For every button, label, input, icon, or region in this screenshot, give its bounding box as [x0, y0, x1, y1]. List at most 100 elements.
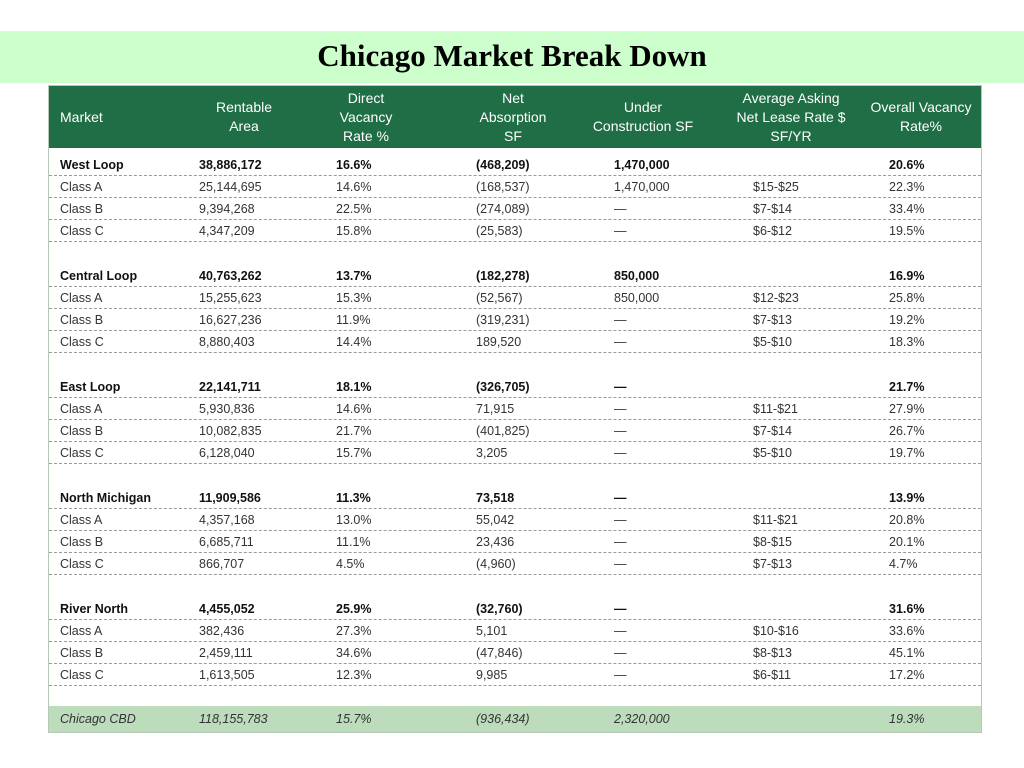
- header-net-absorption: Net Absorption SF: [479, 89, 547, 144]
- cell-direct-vacancy: 11.3%: [336, 491, 371, 505]
- table-header: Market Rentable Area Direct Vacancy Rate…: [49, 86, 981, 148]
- cell-overall-vacancy: 19.2%: [889, 313, 925, 327]
- cell-net-absorption: 5,101: [476, 624, 508, 638]
- cell-direct-vacancy: 14.6%: [336, 180, 372, 194]
- cell-rentable-area: 4,455,052: [199, 602, 255, 616]
- cell-under-construction: 1,470,000: [614, 158, 670, 172]
- cell-rentable-area: 2,459,111: [199, 646, 253, 660]
- cell-under-construction: 850,000: [614, 269, 660, 283]
- cell-asking-rate: $8-$13: [753, 646, 792, 660]
- cell-market: Class A: [60, 180, 103, 194]
- cell-overall-vacancy: 19.7%: [889, 446, 925, 460]
- cell-rentable-area: 382,436: [199, 624, 245, 638]
- cell-market: North Michigan: [60, 491, 151, 505]
- cell-rentable-area: 22,141,711: [199, 380, 261, 394]
- table-row: Class C 6,128,040 15.7% 3,205 — $5-$10 19.7%: [49, 442, 981, 464]
- cell-under-construction: —: [614, 313, 627, 327]
- cell-rentable-area: 11,909,586: [199, 491, 261, 505]
- cell-net-absorption: 9,985: [476, 668, 508, 682]
- cell-overall-vacancy: 22.3%: [889, 180, 925, 194]
- cell-overall-vacancy: 17.2%: [889, 668, 925, 682]
- cell-market: Central Loop: [60, 269, 138, 283]
- cell-direct-vacancy: 15.7%: [336, 712, 372, 726]
- cell-rentable-area: 15,255,623: [199, 291, 262, 305]
- cell-rentable-area: 4,357,168: [199, 513, 255, 527]
- table-row: Class A 4,357,168 13.0% 55,042 — $11-$21 20.8%: [49, 509, 981, 531]
- cell-direct-vacancy: 18.1%: [336, 380, 372, 394]
- cell-overall-vacancy: 31.6%: [889, 602, 925, 616]
- cell-asking-rate: $12-$23: [753, 291, 799, 305]
- table-row: Class B 10,082,835 21.7% (401,825) — $7-$14 26…: [49, 420, 981, 442]
- cell-overall-vacancy: 16.9%: [889, 269, 925, 283]
- cell-asking-rate: $6-$11: [753, 668, 791, 682]
- cell-overall-vacancy: 26.7%: [889, 424, 925, 438]
- cell-asking-rate: $7-$14: [753, 202, 792, 216]
- cell-asking-rate: $5-$10: [753, 335, 792, 349]
- cell-under-construction: —: [614, 513, 627, 527]
- cell-market: Class C: [60, 224, 104, 238]
- cell-under-construction: —: [614, 380, 627, 394]
- cell-under-construction: —: [614, 668, 627, 682]
- cell-overall-vacancy: 27.9%: [889, 402, 925, 416]
- cell-direct-vacancy: 34.6%: [336, 646, 372, 660]
- table-row-summary: East Loop 22,141,711 18.1% (326,705) — 21.7%: [49, 376, 981, 398]
- table-row-summary: West Loop 38,886,172 16.6% (468,209) 1,470,0…: [49, 154, 981, 176]
- cell-net-absorption: 3,205: [476, 446, 508, 460]
- cell-net-absorption: (4,960): [476, 557, 516, 571]
- cell-direct-vacancy: 15.7%: [336, 446, 372, 460]
- cell-rentable-area: 118,155,783: [199, 712, 268, 726]
- header-asking-rate: Average Asking Net Lease Rate $ SF/YR: [736, 89, 846, 144]
- cell-market: Class C: [60, 668, 104, 682]
- cell-direct-vacancy: 15.3%: [336, 291, 372, 305]
- table-row: Class B 9,394,268 22.5% (274,089) — $7-$14 33.…: [49, 198, 981, 220]
- table-row: Class C 8,880,403 14.4% 189,520 — $5-$10 18.3%: [49, 331, 981, 353]
- cell-direct-vacancy: 4.5%: [336, 557, 365, 571]
- cell-market: River North: [60, 602, 129, 616]
- cell-overall-vacancy: 4.7%: [889, 557, 918, 571]
- cell-under-construction: —: [614, 202, 627, 216]
- cell-net-absorption: (182,278): [476, 269, 530, 283]
- cell-market: East Loop: [60, 380, 121, 394]
- cell-market: Class C: [60, 335, 104, 349]
- cell-under-construction: —: [614, 602, 627, 616]
- table-row: Class C 4,347,209 15.8% (25,583) — $6-$12 19.5…: [49, 220, 981, 242]
- cell-net-absorption: (32,760): [476, 602, 523, 616]
- cell-under-construction: —: [614, 535, 627, 549]
- table-row-total: Chicago CBD 118,155,783 15.7% (936,434) 2,32…: [49, 706, 981, 732]
- cell-net-absorption: 71,915: [476, 402, 515, 416]
- cell-overall-vacancy: 19.3%: [889, 712, 925, 726]
- cell-under-construction: —: [614, 557, 627, 571]
- cell-asking-rate: $15-$25: [753, 180, 799, 194]
- cell-market: Class B: [60, 424, 104, 438]
- table-row-summary: North Michigan 11,909,586 11.3% 73,518 — 13.9…: [49, 487, 981, 509]
- cell-market: Class A: [60, 513, 103, 527]
- cell-net-absorption: 73,518: [476, 491, 515, 505]
- table-row-summary: River North 4,455,052 25.9% (32,760) — 31.6%: [49, 598, 981, 620]
- cell-rentable-area: 38,886,172: [199, 158, 262, 172]
- cell-market: West Loop: [60, 158, 124, 172]
- table-row: Class A 5,930,836 14.6% 71,915 — $11-$21 27.9%: [49, 398, 981, 420]
- cell-asking-rate: $7-$14: [753, 424, 792, 438]
- cell-market: Class A: [60, 291, 103, 305]
- cell-asking-rate: $5-$10: [753, 446, 792, 460]
- cell-overall-vacancy: 21.7%: [889, 380, 925, 394]
- cell-overall-vacancy: 45.1%: [889, 646, 925, 660]
- cell-net-absorption: (468,209): [476, 158, 530, 172]
- cell-direct-vacancy: 11.1%: [336, 535, 371, 549]
- cell-under-construction: 2,320,000: [614, 712, 670, 726]
- cell-net-absorption: (326,705): [476, 380, 530, 394]
- cell-rentable-area: 5,930,836: [199, 402, 255, 416]
- cell-market: Class B: [60, 535, 104, 549]
- cell-under-construction: —: [614, 491, 627, 505]
- cell-asking-rate: $11-$21: [753, 513, 798, 527]
- cell-market: Class C: [60, 446, 104, 460]
- header-rentable-area: Rentable Area: [215, 99, 273, 134]
- cell-rentable-area: 25,144,695: [199, 180, 262, 194]
- cell-under-construction: 850,000: [614, 291, 660, 305]
- cell-direct-vacancy: 27.3%: [336, 624, 372, 638]
- cell-direct-vacancy: 25.9%: [336, 602, 372, 616]
- cell-net-absorption: 189,520: [476, 335, 522, 349]
- cell-market: Class A: [60, 624, 103, 638]
- cell-asking-rate: $8-$15: [753, 535, 792, 549]
- cell-overall-vacancy: 18.3%: [889, 335, 925, 349]
